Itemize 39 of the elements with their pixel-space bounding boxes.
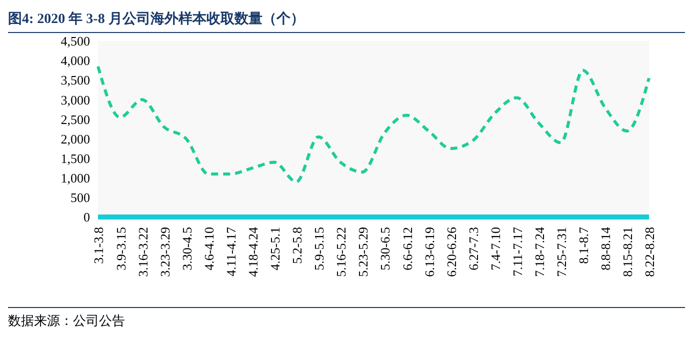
x-tick-label: 3.23-3.29: [157, 227, 172, 277]
x-tick-label: 5.30-6.5: [378, 227, 393, 270]
y-tick-label: 3,500: [60, 72, 90, 88]
y-tick-label: 0: [84, 210, 90, 225]
x-tick-label: 8.15-8.21: [620, 227, 636, 277]
x-tick-label: 5.23-5.29: [356, 227, 371, 277]
y-tick-label: 4,000: [60, 53, 90, 68]
x-tick-label: 3.9-3.15: [113, 227, 128, 270]
x-tick-label: 7.25-7.31: [554, 227, 570, 277]
x-tick-label: 5.16-5.22: [334, 227, 349, 277]
y-tick-label: 500: [70, 190, 90, 206]
x-tick-label: 8.8-8.14: [598, 226, 614, 270]
x-tick-label: 8.22-8.28: [642, 227, 658, 277]
y-tick-label: 2,500: [60, 112, 90, 127]
y-tick-label: 3,000: [60, 92, 90, 108]
x-tick-label: 7.4-7.10: [488, 227, 503, 270]
x-tick-label: 6.6-6.12: [400, 227, 415, 270]
x-tick-label: 3.30-4.5: [179, 227, 194, 270]
x-tick-label: 7.18-7.24: [532, 226, 548, 277]
x-tick-label: 6.27-7.3: [466, 227, 481, 270]
x-tick-label: 5.9-5.15: [312, 227, 327, 270]
y-tick-label: 1,500: [60, 150, 90, 166]
y-tick-label: 1,000: [60, 170, 90, 186]
y-tick-label: 2,000: [60, 131, 90, 146]
x-tick-label: 8.1-8.7: [576, 226, 592, 264]
x-tick-label: 4.18-4.24: [246, 226, 261, 277]
x-tick-label: 5.2-5.8: [290, 227, 305, 264]
y-tick-label: 4,500: [60, 34, 90, 49]
x-tick-label: 4.6-4.10: [201, 227, 216, 270]
chart-title: 图4: 2020 年 3-8 月公司海外样本收取数量（个）: [8, 8, 685, 33]
x-tick-label: 6.13-6.19: [422, 227, 437, 277]
x-tick-label: 7.11-7.17: [510, 226, 525, 276]
line-series: [96, 64, 650, 184]
x-tick-label: 4.11-4.17: [223, 226, 238, 276]
x-tick-label: 3.1-3.8: [91, 227, 106, 264]
source-note: 数据来源：公司公告: [8, 312, 126, 330]
x-tick-label: 4.25-5.1: [268, 227, 283, 270]
x-tick-label: 6.20-6.26: [444, 226, 459, 277]
x-tick-label: 3.16-3.22: [135, 227, 150, 277]
